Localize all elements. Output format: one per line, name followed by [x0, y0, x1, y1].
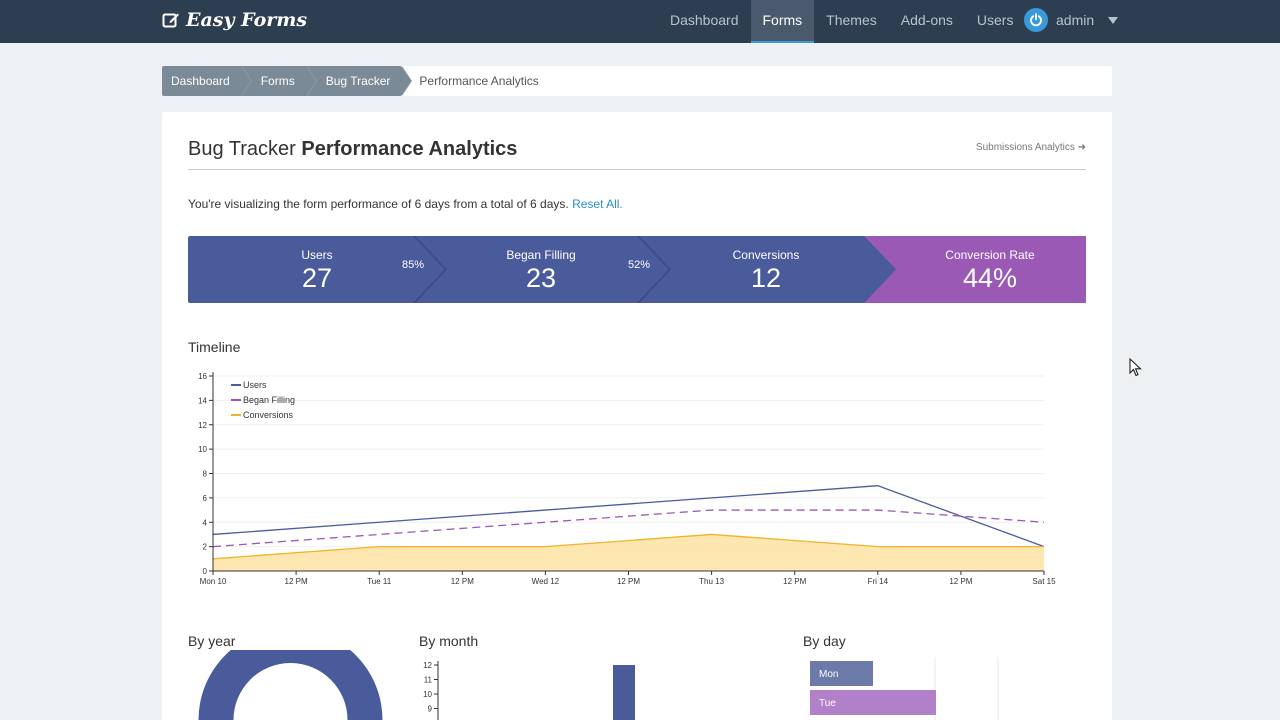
by-month-chart: 9 10 11 12 [423, 661, 635, 720]
x-tick-label: 12 PM [285, 577, 308, 586]
funnel-step-began: Began Filling 23 [424, 236, 658, 303]
day-bar-label: Tue [819, 698, 836, 709]
legend-label: Conversions [243, 410, 294, 420]
funnel-percent-began: 85% [402, 259, 425, 271]
user-menu[interactable]: admin [1024, 8, 1119, 32]
title-divider [188, 169, 1086, 170]
breadcrumb: Dashboard Forms Bug Tracker Performance … [162, 66, 1112, 96]
funnel-label-rate: Conversion Rate [945, 248, 1035, 262]
x-tick-label: 12 PM [617, 577, 640, 586]
legend-label: Users [243, 380, 267, 390]
chevron-down-icon [1108, 16, 1119, 24]
funnel-value-began: 23 [525, 263, 557, 293]
day-bar [810, 661, 873, 686]
x-tick-label: Sat 15 [1032, 577, 1056, 586]
nav-themes[interactable]: Themes [826, 12, 877, 28]
funnel-value-conversions: 12 [750, 263, 782, 293]
mouse-cursor-icon [1129, 358, 1142, 377]
y-tick-label: 10 [198, 445, 207, 454]
day-bar-label: Mon [819, 669, 838, 680]
month-bar [613, 665, 635, 720]
y-tick-label: 10 [423, 690, 432, 699]
y-tick-label: 12 [198, 421, 207, 430]
x-tick-label: 12 PM [949, 577, 972, 586]
y-tick-label: 0 [203, 567, 208, 576]
y-tick-label: 12 [423, 661, 432, 670]
edit-icon [162, 13, 179, 28]
funnel-step-rate: Conversion Rate 44% [878, 236, 1102, 303]
y-tick-label: 8 [203, 470, 208, 479]
series-line-users [212, 485, 1045, 548]
x-tick-label: Fri 14 [868, 577, 889, 586]
x-tick-label: Thu 13 [699, 577, 724, 586]
y-tick-label: 4 [203, 518, 208, 527]
brand-logo[interactable]: Easy Forms [162, 9, 307, 31]
by-month-title: By month [419, 633, 479, 649]
day-bar [810, 690, 936, 715]
funnel-step-users: Users 27 [188, 236, 446, 303]
funnel-value-users: 27 [301, 263, 333, 293]
y-tick-label: 11 [424, 676, 433, 685]
nav-addons[interactable]: Add-ons [900, 12, 953, 28]
breadcrumb-forms[interactable]: Forms [240, 66, 317, 96]
timeline-chart: 0 2 4 6 8 10 12 14 16 Mon 10 12 PM Tue 11 12 PM Wed 1… [198, 372, 1056, 586]
breadcrumb-current: Performance Analytics [419, 74, 539, 88]
y-tick-label: 9 [428, 705, 433, 714]
breadcrumb-bug-tracker[interactable]: Bug Tracker [305, 66, 413, 96]
x-tick-label: Mon 10 [200, 577, 227, 586]
legend-label: Began Filling [243, 395, 295, 405]
by-year-chart [198, 650, 383, 720]
breadcrumb-dashboard[interactable]: Dashboard [162, 66, 252, 96]
page-title-form: Bug Tracker [188, 138, 296, 160]
summary-text: You're visualizing the form performance … [188, 197, 623, 211]
funnel-label-users: Users [301, 248, 333, 262]
brand-name: Easy Forms [186, 9, 308, 31]
by-day-title: By day [803, 633, 846, 649]
analytics-panel: Bug Tracker Performance Analytics Submis… [162, 112, 1112, 720]
funnel-percent-conversions: 52% [628, 259, 651, 271]
x-tick-label: Wed 12 [532, 577, 560, 586]
series-line-began-filling [212, 509, 1045, 548]
nav-users[interactable]: Users [976, 12, 1014, 28]
y-tick-label: 14 [198, 396, 207, 405]
by-day-chart: Mon Tue [810, 657, 999, 720]
year-donut-segment [198, 650, 383, 720]
top-navbar: Easy Forms Dashboard Forms Themes Add-on… [0, 0, 1280, 43]
page-title: Bug Tracker Performance Analytics [188, 138, 517, 161]
x-tick-label: 12 PM [783, 577, 806, 586]
by-year-title: By year [188, 633, 236, 649]
funnel-step-conversions: Conversions 12 [654, 236, 878, 303]
funnel-label-conversions: Conversions [732, 248, 800, 262]
submissions-analytics-link[interactable]: Submissions Analytics ➜ [975, 142, 1086, 153]
reset-all-link[interactable]: Reset All. [572, 197, 623, 211]
user-name: admin [1056, 12, 1095, 28]
page-title-section: Performance Analytics [301, 138, 518, 160]
funnel-value-rate: 44% [962, 263, 1018, 293]
conversion-funnel: Users 27 85% Began Filling 23 52% Conver… [188, 236, 1086, 303]
series-line-conversions [212, 533, 1044, 560]
y-tick-label: 16 [198, 372, 207, 381]
summary-sentence: You're visualizing the form performance … [188, 197, 569, 211]
x-tick-label: 12 PM [451, 577, 474, 586]
power-icon [1024, 8, 1048, 32]
nav-dashboard[interactable]: Dashboard [670, 12, 739, 28]
x-tick-label: Tue 11 [367, 577, 392, 586]
main-nav: Dashboard Forms Themes Add-ons Users [658, 0, 1025, 43]
timeline-title: Timeline [188, 339, 241, 355]
funnel-label-began: Began Filling [506, 248, 576, 262]
y-tick-label: 6 [203, 494, 208, 503]
conversions-area [213, 534, 1044, 571]
nav-forms[interactable]: Forms [750, 0, 815, 43]
funnel-background [188, 236, 1086, 303]
y-tick-label: 2 [203, 543, 208, 552]
